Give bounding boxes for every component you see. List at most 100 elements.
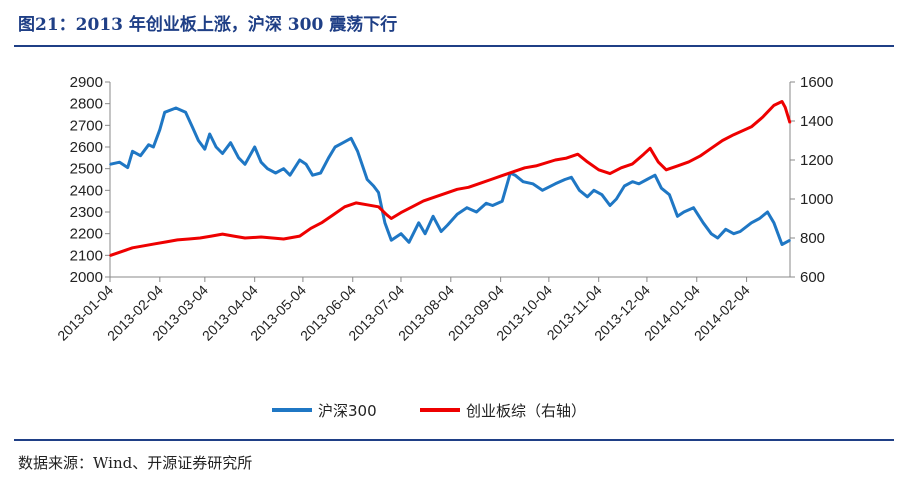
data-point (411, 206, 414, 208)
data-point (260, 236, 262, 238)
legend-label-gem: 创业板综（右轴） (466, 402, 586, 420)
data-point (668, 193, 671, 196)
series-line-hs300 (109, 106, 791, 246)
data-point (554, 183, 557, 185)
data-point (654, 174, 656, 176)
data-point (188, 238, 190, 240)
left-tick-label: 2300 (70, 204, 103, 221)
data-point (126, 166, 129, 169)
data-point (784, 106, 786, 109)
data-point (385, 213, 388, 216)
data-point (184, 111, 187, 114)
data-point (724, 228, 727, 231)
data-point (165, 241, 168, 243)
data-point (750, 222, 753, 224)
data-point (615, 198, 618, 200)
data-point (750, 126, 753, 128)
data-point (204, 148, 206, 150)
data-point (229, 141, 232, 144)
right-tick-label: 1600 (800, 74, 833, 91)
data-point (377, 191, 380, 194)
data-point (609, 172, 611, 175)
data-point (417, 222, 420, 224)
data-point (432, 215, 434, 218)
data-point (159, 128, 161, 131)
data-point (321, 221, 324, 224)
data-point (646, 178, 648, 181)
data-point (683, 211, 685, 213)
data-point (118, 161, 121, 163)
data-point (120, 250, 123, 253)
data-point (597, 169, 600, 171)
data-point (789, 239, 791, 241)
chart-legend: 沪深300 创业板综（右轴） (272, 402, 586, 420)
data-point (699, 155, 701, 157)
data-point (535, 165, 537, 167)
data-point (623, 185, 626, 187)
data-point (758, 217, 761, 220)
data-point (687, 161, 690, 163)
data-point (176, 239, 179, 241)
footer-divider (14, 439, 894, 441)
data-point (501, 174, 504, 177)
data-point (384, 222, 386, 224)
data-point (298, 159, 301, 161)
data-point (199, 237, 201, 239)
data-point (710, 147, 712, 150)
left-tick-label: 2600 (70, 139, 103, 156)
right-tick-label: 800 (800, 230, 825, 247)
data-point (109, 254, 111, 257)
data-point (221, 233, 224, 235)
source-note: 数据来源：Wind、开源证券研究所 (18, 454, 253, 472)
right-tick-label: 1200 (800, 152, 833, 169)
data-point (343, 206, 346, 208)
data-point (400, 211, 402, 214)
page-title: 图21：2013 年创业板上涨，沪深 300 震荡下行 (18, 15, 398, 35)
right-tick-label: 1000 (800, 191, 833, 208)
data-point (456, 188, 459, 191)
data-point (620, 167, 622, 169)
data-point (601, 193, 603, 196)
data-point (175, 107, 177, 109)
data-point (532, 183, 534, 185)
data-point (244, 237, 246, 239)
data-point (491, 204, 494, 207)
data-point (676, 165, 679, 167)
data-point (310, 227, 312, 230)
left-tick-label: 2700 (70, 117, 103, 134)
data-point (773, 104, 775, 107)
data-point (739, 230, 741, 233)
data-point (445, 192, 447, 194)
data-point (372, 185, 375, 187)
data-point (522, 180, 524, 183)
data-point (642, 153, 645, 155)
data-point (490, 178, 492, 181)
data-point (408, 241, 410, 244)
data-point (586, 161, 589, 163)
data-point (564, 178, 566, 181)
data-point (781, 100, 783, 103)
chart-series (109, 100, 792, 258)
data-point (109, 163, 111, 166)
right-tick-label: 1400 (800, 113, 833, 130)
data-point (282, 238, 285, 240)
data-point (665, 169, 667, 171)
data-point (514, 174, 516, 176)
chart-ticks: 2000 2100 2200 2300 2400 2500 2600 2700 2800 2900… (54, 74, 833, 344)
data-point (260, 161, 262, 163)
data-point (565, 157, 568, 159)
data-point (761, 116, 764, 118)
left-tick-label: 2800 (70, 96, 103, 113)
title-divider (14, 45, 894, 47)
data-point (143, 245, 145, 247)
data-point (475, 211, 478, 213)
data-point (512, 170, 515, 173)
data-point (152, 146, 155, 148)
data-point (237, 157, 240, 159)
data-point (433, 196, 436, 198)
data-point (721, 139, 724, 142)
data-point (440, 230, 443, 233)
data-point (702, 222, 704, 224)
data-point (586, 196, 589, 198)
